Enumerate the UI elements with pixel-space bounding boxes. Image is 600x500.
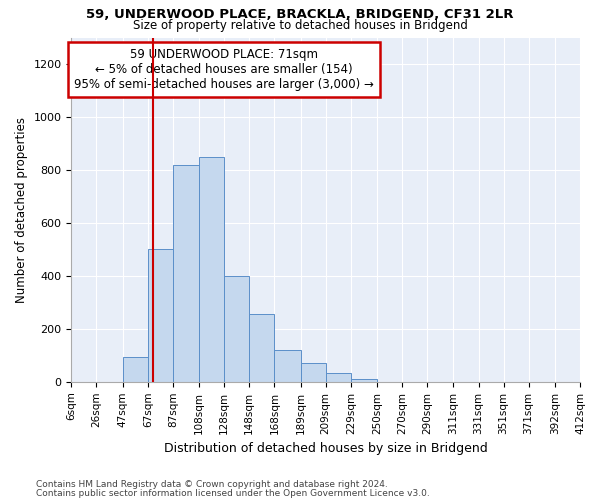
- Y-axis label: Number of detached properties: Number of detached properties: [15, 116, 28, 302]
- Bar: [274, 350, 301, 382]
- Bar: [148, 250, 173, 382]
- Text: Contains HM Land Registry data © Crown copyright and database right 2024.: Contains HM Land Registry data © Crown c…: [36, 480, 388, 489]
- Bar: [173, 164, 199, 382]
- Bar: [249, 314, 274, 382]
- Bar: [123, 356, 148, 382]
- X-axis label: Distribution of detached houses by size in Bridgend: Distribution of detached houses by size …: [164, 442, 488, 455]
- Text: Contains public sector information licensed under the Open Government Licence v3: Contains public sector information licen…: [36, 488, 430, 498]
- Bar: [301, 364, 326, 382]
- Bar: [199, 156, 224, 382]
- Bar: [224, 276, 249, 382]
- Text: 59 UNDERWOOD PLACE: 71sqm
← 5% of detached houses are smaller (154)
95% of semi-: 59 UNDERWOOD PLACE: 71sqm ← 5% of detach…: [74, 48, 374, 91]
- Bar: [326, 372, 351, 382]
- Bar: [351, 379, 377, 382]
- Text: 59, UNDERWOOD PLACE, BRACKLA, BRIDGEND, CF31 2LR: 59, UNDERWOOD PLACE, BRACKLA, BRIDGEND, …: [86, 8, 514, 20]
- Text: Size of property relative to detached houses in Bridgend: Size of property relative to detached ho…: [133, 18, 467, 32]
